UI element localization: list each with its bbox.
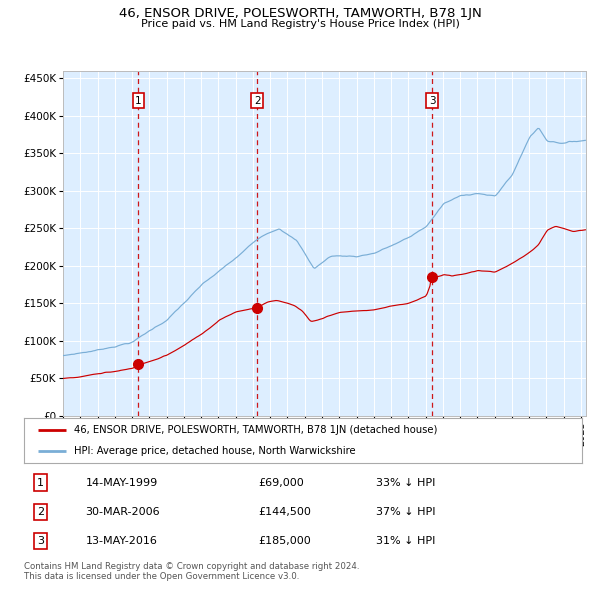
Text: Contains HM Land Registry data © Crown copyright and database right 2024.: Contains HM Land Registry data © Crown c… (24, 562, 359, 571)
Text: 31% ↓ HPI: 31% ↓ HPI (376, 536, 435, 546)
Text: 13-MAY-2016: 13-MAY-2016 (85, 536, 157, 546)
Text: 3: 3 (428, 96, 436, 106)
Text: 37% ↓ HPI: 37% ↓ HPI (376, 507, 435, 517)
Text: Price paid vs. HM Land Registry's House Price Index (HPI): Price paid vs. HM Land Registry's House … (140, 19, 460, 29)
Text: This data is licensed under the Open Government Licence v3.0.: This data is licensed under the Open Gov… (24, 572, 299, 581)
Text: 46, ENSOR DRIVE, POLESWORTH, TAMWORTH, B78 1JN (detached house): 46, ENSOR DRIVE, POLESWORTH, TAMWORTH, B… (74, 425, 437, 435)
Text: HPI: Average price, detached house, North Warwickshire: HPI: Average price, detached house, Nort… (74, 446, 356, 456)
Text: 1: 1 (135, 96, 142, 106)
Text: 1: 1 (37, 477, 44, 487)
Text: 14-MAY-1999: 14-MAY-1999 (85, 477, 158, 487)
Text: 30-MAR-2006: 30-MAR-2006 (85, 507, 160, 517)
Text: 2: 2 (37, 507, 44, 517)
Text: £144,500: £144,500 (259, 507, 311, 517)
Text: 46, ENSOR DRIVE, POLESWORTH, TAMWORTH, B78 1JN: 46, ENSOR DRIVE, POLESWORTH, TAMWORTH, B… (119, 7, 481, 20)
Text: £185,000: £185,000 (259, 536, 311, 546)
Text: 2: 2 (254, 96, 260, 106)
Text: 33% ↓ HPI: 33% ↓ HPI (376, 477, 435, 487)
Text: £69,000: £69,000 (259, 477, 304, 487)
Text: 3: 3 (37, 536, 44, 546)
